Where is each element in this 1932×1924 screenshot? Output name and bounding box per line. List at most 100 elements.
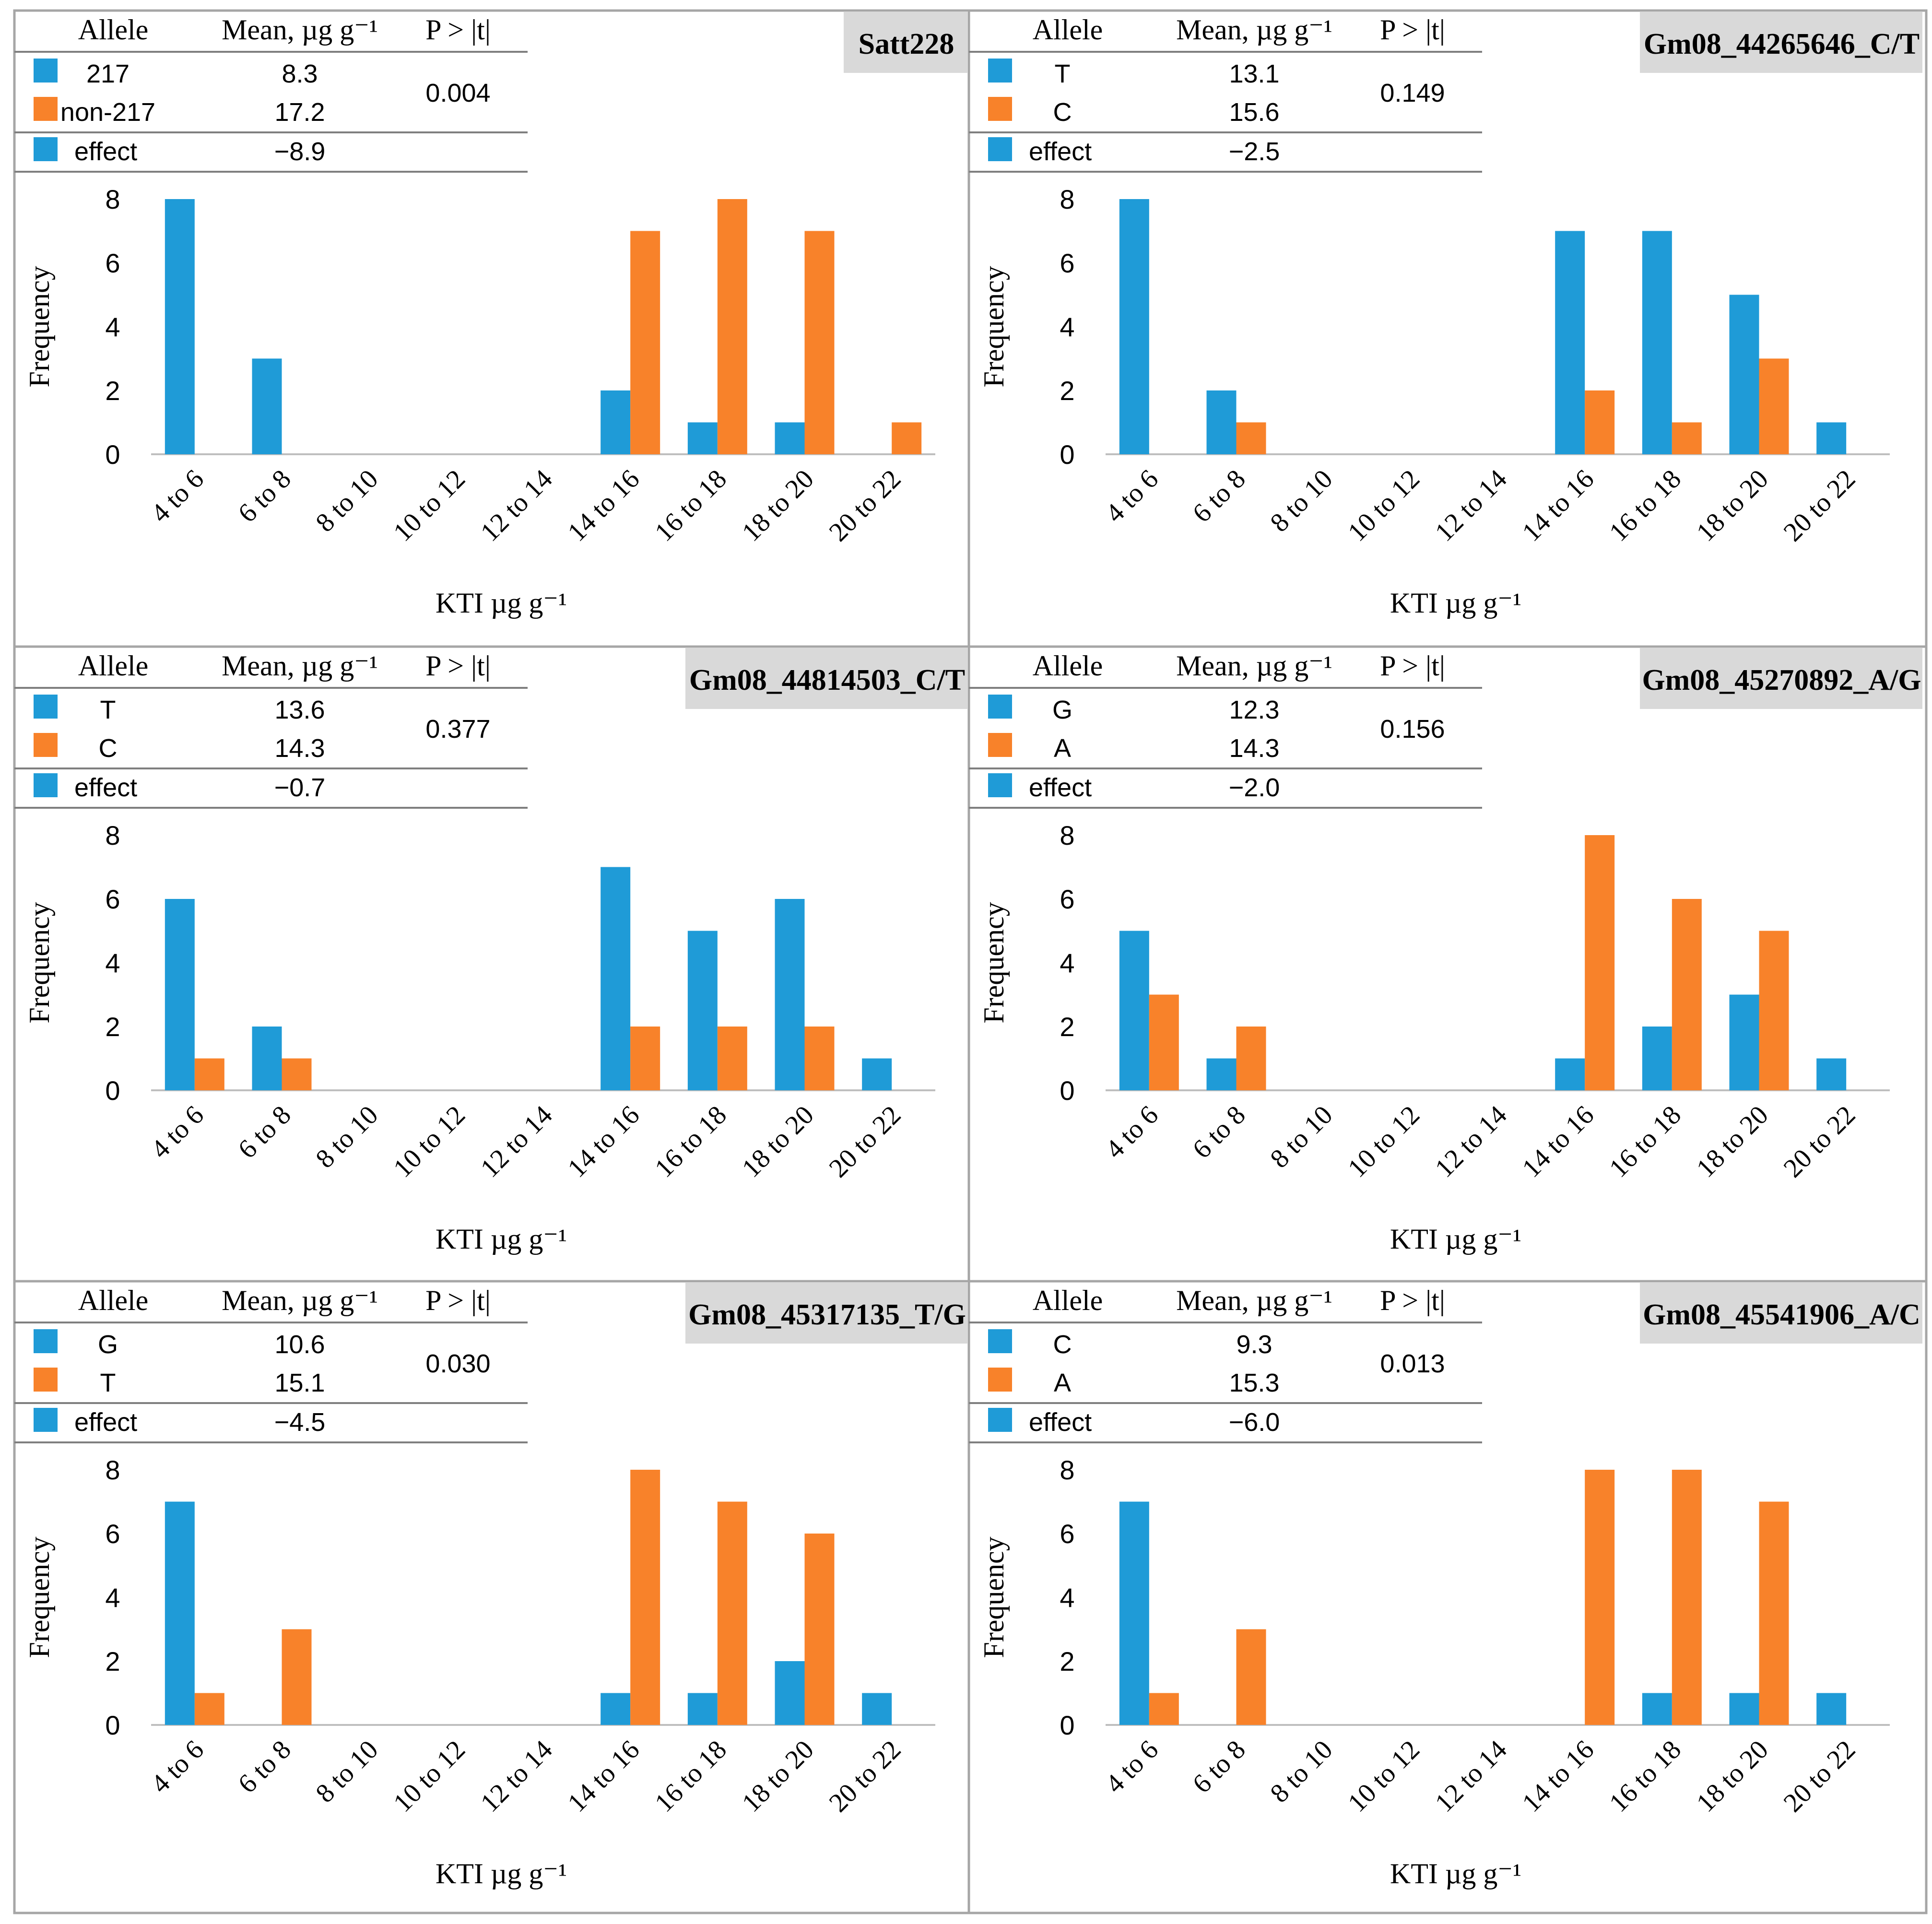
x-tick-label: 8 to 10 [1265,1100,1339,1174]
x-tick-label: 12 to 14 [475,1100,558,1183]
y-tick-label: 4 [1060,948,1074,978]
effect-value: −2.0 [1229,773,1280,802]
allele-name: 217 [86,59,130,88]
legend-swatch [34,1368,58,1392]
x-tick-label: 10 to 12 [388,1100,471,1183]
bar [717,199,747,454]
x-tick-label: 16 to 18 [649,1100,732,1183]
allele-name: G [1052,696,1072,724]
y-tick-label: 4 [105,312,120,342]
x-axis-label: KTI µg g⁻¹ [1390,1223,1521,1255]
y-axis-label: Frequency [24,266,55,387]
allele-header: Allele [78,1285,149,1316]
bar [804,1027,835,1090]
panel-title-bg [1640,648,1922,709]
bar [1585,1470,1615,1725]
legend-swatch [34,733,58,757]
bar [1585,390,1615,454]
y-tick-label: 8 [1060,1455,1074,1485]
effect-label: effect [74,1408,137,1437]
p-value: 0.156 [1380,715,1445,744]
panel-title-bg [844,12,968,73]
x-tick-label: 16 to 18 [1603,1100,1687,1183]
x-tick-label: 12 to 14 [1429,1735,1513,1818]
bar [1759,931,1789,1090]
y-tick-label: 0 [105,1075,120,1106]
x-tick-label: 16 to 18 [649,464,732,547]
bar [165,1501,195,1725]
y-tick-label: 8 [1060,820,1074,850]
bar [1759,1501,1789,1725]
bar [1816,1693,1847,1725]
allele-name: C [99,734,118,763]
bar [165,899,195,1090]
bar [1729,295,1759,454]
p-value: 0.030 [425,1349,490,1378]
legend-swatch [34,59,58,83]
x-tick-label: 10 to 12 [1342,1735,1425,1818]
panel-title: Gm08_45317135_T/G [688,1298,966,1331]
bar [1555,1058,1585,1090]
y-tick-label: 4 [1060,312,1074,342]
chart-panel: Gm08_45317135_T/G Allele Mean, µg g⁻¹ P > |… [14,1282,968,1889]
panel-title: Satt228 [859,28,954,60]
x-tick-label: 8 to 10 [310,1735,384,1808]
mean-header: Mean, µg g⁻¹ [1176,650,1332,682]
bar [717,1501,747,1725]
legend-swatch [988,1329,1012,1353]
panel-title-box: Gm08_44814503_C/T [685,648,968,709]
allele-mean: 13.1 [1229,59,1279,88]
allele-header: Allele [1033,14,1103,46]
effect-value: −6.0 [1229,1408,1280,1437]
bar [1119,931,1149,1090]
bar [1585,835,1615,1090]
bar [601,390,631,454]
bar [630,1470,660,1725]
y-tick-label: 0 [1060,439,1074,470]
allele-mean: 13.6 [274,696,325,724]
chart-panel: Gm08_44814503_C/T Allele Mean, µg g⁻¹ P > |… [14,648,968,1255]
bar [1759,358,1789,454]
legend-swatch [34,695,58,719]
y-tick-label: 0 [105,1710,120,1740]
bar [1642,231,1672,454]
panel-title-box: Gm08_45270892_A/G [1640,648,1922,709]
y-tick-label: 2 [1060,1012,1074,1042]
bar [1555,231,1585,454]
allele-header: Allele [1033,650,1103,682]
effect-value: −4.5 [274,1408,326,1437]
y-tick-label: 6 [1060,248,1074,278]
y-tick-label: 4 [105,948,120,978]
figure-frame [13,9,1928,1914]
p-value: 0.004 [425,79,490,107]
allele-mean: 14.3 [1229,734,1279,763]
y-tick-label: 0 [1060,1075,1074,1106]
allele-mean: 8.3 [282,59,318,88]
bar [630,231,660,454]
bar [1672,422,1702,454]
bar [1149,1693,1179,1725]
x-tick-label: 16 to 18 [1603,1735,1687,1818]
y-tick-label: 2 [105,1646,120,1676]
allele-mean: 15.1 [274,1369,325,1397]
allele-name: T [100,1369,116,1397]
legend-swatch [988,695,1012,719]
x-tick-label: 16 to 18 [649,1735,732,1818]
p-value: 0.377 [425,715,490,744]
x-tick-label: 4 to 6 [145,1735,210,1799]
y-tick-label: 4 [1060,1582,1074,1613]
allele-mean: 14.3 [274,734,325,763]
allele-mean: 17.2 [274,98,325,127]
bar [630,1027,660,1090]
mean-header: Mean, µg g⁻¹ [1176,1285,1332,1316]
p-value: 0.149 [1380,79,1445,107]
x-tick-label: 10 to 12 [1342,464,1425,547]
x-tick-label: 14 to 16 [562,1100,646,1183]
y-tick-label: 2 [1060,1646,1074,1676]
bar [804,1534,835,1725]
bar [862,1693,892,1725]
p-header: P > |t| [425,1285,491,1316]
p-header: P > |t| [425,14,491,46]
y-tick-label: 6 [1060,1519,1074,1549]
allele-name: C [1053,1330,1072,1359]
